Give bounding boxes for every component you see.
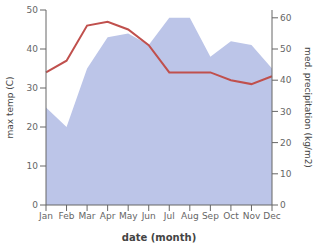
svg-text:20: 20 <box>27 122 39 132</box>
svg-text:0: 0 <box>32 200 38 210</box>
svg-text:Dec: Dec <box>263 211 280 221</box>
svg-text:20: 20 <box>280 138 292 148</box>
svg-text:Apr: Apr <box>100 211 116 221</box>
svg-text:Jan: Jan <box>38 211 53 221</box>
svg-text:May: May <box>119 211 138 221</box>
svg-text:Aug: Aug <box>181 211 199 221</box>
svg-text:Nov: Nov <box>243 211 261 221</box>
svg-text:50: 50 <box>280 44 292 54</box>
svg-text:Jul: Jul <box>163 211 175 221</box>
svg-text:Feb: Feb <box>59 211 75 221</box>
svg-text:10: 10 <box>27 161 39 171</box>
svg-text:40: 40 <box>280 75 292 85</box>
svg-text:0: 0 <box>280 200 286 210</box>
svg-text:10: 10 <box>280 169 292 179</box>
svg-text:max temp (C): max temp (C) <box>8 76 15 138</box>
svg-text:date (month): date (month) <box>122 232 196 243</box>
svg-text:50: 50 <box>27 5 39 15</box>
svg-text:60: 60 <box>280 13 292 23</box>
svg-text:30: 30 <box>280 107 292 117</box>
svg-text:Jun: Jun <box>141 211 156 221</box>
svg-text:Sep: Sep <box>202 211 219 221</box>
svg-text:40: 40 <box>27 44 39 54</box>
svg-text:med. precipitation (kg/m2): med. precipitation (kg/m2) <box>303 47 310 168</box>
svg-text:30: 30 <box>27 83 39 93</box>
svg-text:Oct: Oct <box>223 211 239 221</box>
svg-text:Mar: Mar <box>79 211 96 221</box>
